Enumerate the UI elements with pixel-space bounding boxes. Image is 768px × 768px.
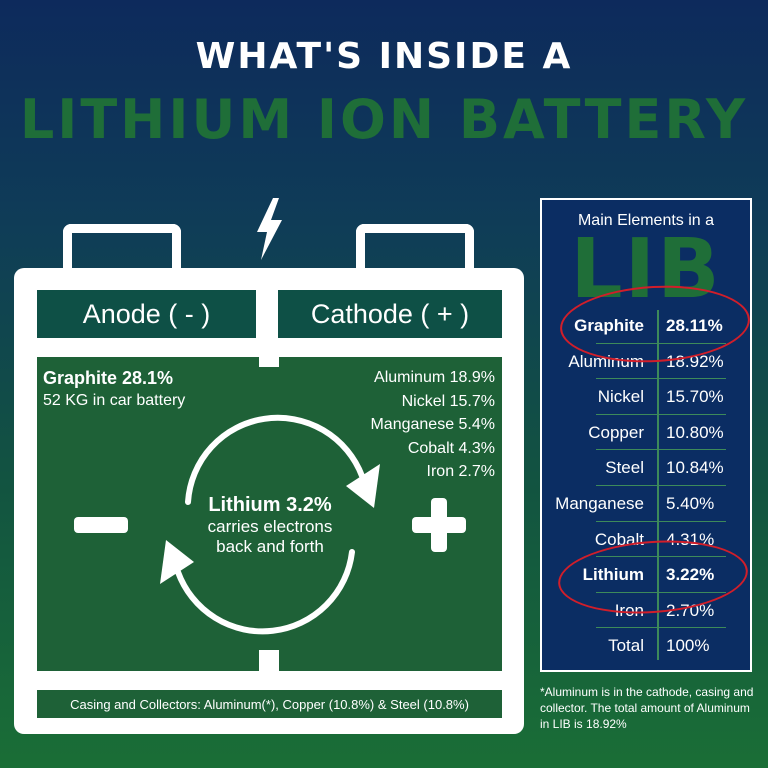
element-percent: 15.70% [666, 387, 724, 407]
lithium-description: carries electrons back and forth [160, 517, 380, 557]
element-percent: 2.70% [666, 600, 715, 620]
separator-top [259, 338, 279, 367]
element-name: Steel [605, 458, 644, 478]
casing-collectors-note: Casing and Collectors: Aluminum(*), Copp… [37, 690, 502, 718]
element-percent: 10.80% [666, 422, 724, 442]
lithium-title: Lithium 3.2% [208, 494, 332, 516]
element-name: Manganese [555, 493, 644, 513]
table-row: Cobalt 4.31% [542, 522, 750, 558]
lib-elements-panel: Main Elements in a LIB Graphite 28.11% A… [540, 198, 752, 672]
table-row: Nickel 15.70% [542, 379, 750, 415]
row-divider [596, 342, 726, 344]
row-divider [596, 413, 726, 415]
anode-label: Anode ( - ) [37, 290, 256, 338]
table-row: Iron 2.70% [542, 593, 750, 629]
cathode-element: Aluminum 18.9% [374, 369, 495, 386]
element-percent: 4.31% [666, 529, 715, 549]
table-row: Graphite 28.11% [542, 308, 750, 344]
element-percent: 100% [666, 636, 710, 656]
element-percent: 18.92% [666, 351, 724, 371]
row-divider [596, 378, 726, 380]
table-row: Copper 10.80% [542, 415, 750, 451]
minus-sign-icon [74, 517, 128, 533]
cathode-label: Cathode ( + ) [278, 290, 502, 338]
row-divider [596, 591, 726, 593]
cathode-element: Iron 2.7% [426, 463, 495, 480]
element-name: Aluminum [568, 351, 644, 371]
negative-terminal [63, 224, 181, 276]
title-line-2: LITHIUM ION BATTERY [19, 88, 749, 151]
title-line-1: WHAT'S INSIDE A [195, 36, 573, 77]
cathode-element: Manganese 5.4% [370, 416, 495, 433]
element-name: Iron [614, 600, 644, 620]
cycle-arrows-icon [160, 414, 380, 635]
element-percent: 5.40% [666, 493, 715, 513]
lib-panel-title: Main Elements in a [577, 212, 715, 229]
anode-graphite-subtitle: 52 KG in car battery [43, 392, 186, 409]
lib-elements-table: Graphite 28.11% Aluminum 18.92% Nickel 1… [542, 308, 750, 664]
element-percent: 10.84% [666, 458, 724, 478]
row-divider [596, 556, 726, 558]
plus-sign-icon-vertical [431, 498, 447, 552]
lithium-description-line: back and forth [216, 537, 324, 556]
row-divider [596, 484, 726, 486]
element-percent: 3.22% [666, 565, 715, 585]
row-divider [596, 520, 726, 522]
separator-bottom [259, 650, 279, 674]
positive-terminal [356, 224, 474, 276]
table-row: Lithium 3.22% [542, 557, 750, 593]
anode-graphite-title: Graphite 28.1% [43, 368, 174, 388]
table-row: Manganese 5.40% [542, 486, 750, 522]
cathode-element-list: Aluminum 18.9% Nickel 15.7% Manganese 5.… [370, 366, 495, 484]
element-name: Graphite [574, 316, 644, 335]
element-name: Nickel [597, 387, 644, 407]
cathode-element: Cobalt 4.3% [407, 439, 495, 457]
table-row: Total 100% [542, 628, 750, 664]
aluminum-footnote: *Aluminum is in the cathode, casing and … [540, 685, 754, 731]
battery-interior [37, 357, 502, 671]
cathode-element: Nickel 15.7% [401, 392, 495, 410]
lithium-description-line: carries electrons [207, 517, 333, 536]
element-name: Cobalt [594, 529, 644, 549]
element-percent: 28.11% [666, 316, 723, 335]
table-row: Steel 10.84% [542, 450, 750, 486]
lib-panel-big-title: LIB [570, 222, 722, 317]
row-divider [596, 627, 726, 629]
row-divider [596, 449, 726, 451]
element-name: Copper [588, 422, 644, 442]
element-name: Lithium [582, 565, 644, 585]
table-row: Aluminum 18.92% [542, 344, 750, 380]
lightning-bolt-icon [257, 198, 282, 260]
element-name: Total [608, 636, 644, 656]
